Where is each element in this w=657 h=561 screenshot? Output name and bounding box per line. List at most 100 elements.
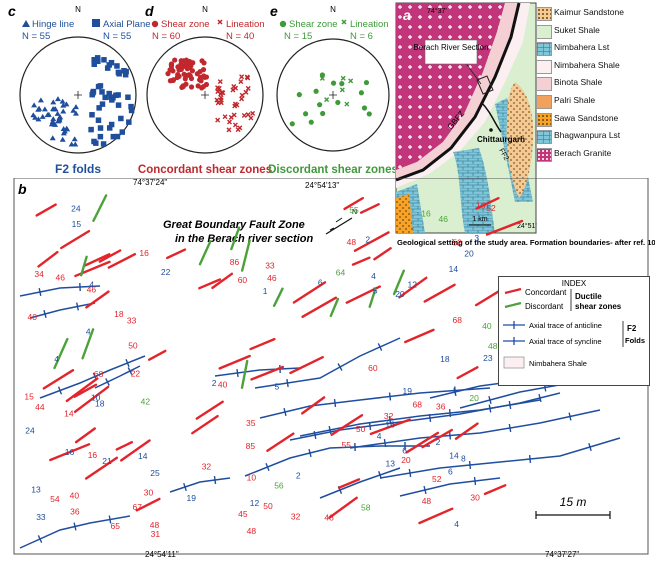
dip-label: 48 xyxy=(324,513,334,523)
study-area-outline xyxy=(476,75,494,95)
fold-trace-tick xyxy=(73,522,77,531)
hinge-line-point xyxy=(48,121,55,127)
legend-swatch xyxy=(536,7,552,21)
concordant-shear-zone xyxy=(98,249,122,263)
fold-axial-trace xyxy=(244,445,430,477)
fold-trace-tick xyxy=(473,476,477,486)
fold-axial-trace xyxy=(319,467,401,499)
dip-label: 45 xyxy=(238,509,248,519)
lineation-point xyxy=(222,114,228,120)
dip-label: 20 xyxy=(464,249,474,259)
dip-label: 40 xyxy=(70,491,80,501)
dip-label: 19 xyxy=(403,386,413,396)
concordant-shear-zone xyxy=(73,383,98,398)
dip-label: 1 xyxy=(263,286,268,296)
concordant-shear-zone xyxy=(65,377,99,403)
lineation-point xyxy=(219,90,225,96)
nimbahera-limestone-area xyxy=(453,148,495,233)
kaimur-sandstone-area xyxy=(506,82,534,198)
dip-label: 40 xyxy=(482,321,492,331)
lineation-point xyxy=(239,74,245,80)
concordant-shear-zone xyxy=(191,414,219,435)
legend-item: Suket Shale xyxy=(536,24,652,39)
great-boundary-fault xyxy=(395,2,521,182)
lineation-point xyxy=(214,97,220,103)
axial-plane-point xyxy=(93,140,99,146)
shear-zone-point xyxy=(175,72,181,78)
dip-label: 52 xyxy=(432,474,442,484)
fold-axial-trace xyxy=(94,365,141,389)
axial-plane-point xyxy=(116,71,122,77)
legend-swatch xyxy=(536,42,552,57)
fold-trace-tick xyxy=(588,442,592,452)
lineation-point xyxy=(241,112,247,118)
dip-label: 25 xyxy=(150,468,160,478)
dip-label: 86 xyxy=(230,257,240,267)
fold-trace-tick xyxy=(528,454,532,464)
dip-label: 50 xyxy=(128,341,138,351)
legend-label: Kaimur Sandstone xyxy=(554,7,624,17)
concordant-shear-zone xyxy=(337,478,361,489)
legend-label: Suket Shale xyxy=(554,24,600,35)
fold-trace-tick xyxy=(388,392,392,401)
shear-zone-point xyxy=(183,57,189,63)
concordant-shear-zone xyxy=(107,253,137,269)
svg-text:N = 40: N = 40 xyxy=(226,31,254,42)
north-label-d: N xyxy=(202,5,208,14)
axial-plane-point xyxy=(121,67,127,74)
lineation-point xyxy=(215,117,221,123)
dip-label: 3 xyxy=(474,233,479,243)
svg-text:N = 15: N = 15 xyxy=(284,31,312,42)
dip-label: 12 xyxy=(250,498,260,508)
dip-label: 32 xyxy=(384,411,394,421)
legend-label: Bhagwanpura Lst xyxy=(554,130,621,141)
lineation-point xyxy=(250,110,256,116)
fold-trace-tick xyxy=(448,408,452,418)
fold-trace-tick xyxy=(448,431,452,440)
shear-zone-point xyxy=(320,110,326,117)
dip-label: 36 xyxy=(70,507,80,517)
fold-trace-tick xyxy=(76,302,79,311)
concordant-shear-zone xyxy=(218,354,251,370)
fold-trace-tick xyxy=(337,363,343,371)
dip-label: 30 xyxy=(144,487,154,497)
fold-trace-tick xyxy=(388,415,392,425)
axial-plane-point xyxy=(113,92,119,99)
concordant-shear-zone xyxy=(42,369,75,390)
lineation-point xyxy=(220,90,226,96)
hinge-line-point xyxy=(41,106,48,112)
lineation-point xyxy=(339,87,345,93)
shear-zone-point xyxy=(330,80,337,86)
concordant-shear-zone xyxy=(301,296,338,319)
hinge-line-point xyxy=(72,110,79,116)
map-a-caption: Geological setting of the study area. Fo… xyxy=(397,238,655,247)
concordant-shear-zone xyxy=(120,439,151,462)
fold-trace-tick xyxy=(43,309,47,319)
axial-plane-point xyxy=(89,112,95,118)
svg-text:Hinge line: Hinge line xyxy=(32,19,74,30)
dip-label: 46 xyxy=(87,285,97,295)
axial-plane-point xyxy=(100,141,107,147)
north-label-c: N xyxy=(75,5,81,14)
lineation-point xyxy=(227,119,232,125)
dip-label: 21 xyxy=(102,456,112,466)
svg-text:Shear zone: Shear zone xyxy=(161,19,210,30)
axial-plane-point xyxy=(95,58,101,65)
panel-letter-e: e xyxy=(270,3,278,19)
dip-label: 14 xyxy=(449,264,459,274)
dip-label: 52 xyxy=(452,237,462,247)
index-f2: F2 xyxy=(627,324,637,333)
fold-trace-tick xyxy=(125,359,130,367)
lineation-point xyxy=(226,127,232,133)
stereonet-discordant: e N Shear zone Lineation N = 15 N = 6 Di… xyxy=(268,3,395,176)
lineation-point xyxy=(239,92,245,98)
concordant-shear-zone xyxy=(35,203,57,217)
fold-trace-tick xyxy=(37,535,43,543)
concordant-shear-zone xyxy=(353,231,390,252)
dip-label: 50 xyxy=(356,424,366,434)
index-concordant: Concordant xyxy=(525,288,567,297)
dip-label: 16 xyxy=(139,248,149,258)
dip-label: 24 xyxy=(25,425,35,435)
dip-label: 19 xyxy=(187,493,197,503)
axial-plane-point xyxy=(106,62,112,68)
